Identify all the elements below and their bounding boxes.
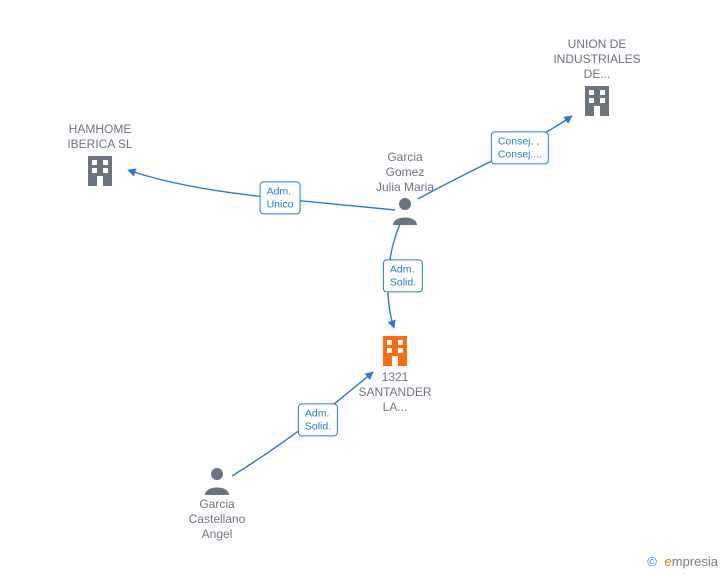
person-icon [390, 195, 420, 225]
node-label: UNION DEINDUSTRIALESDE... [537, 37, 657, 82]
node-union[interactable]: UNION DEINDUSTRIALESDE... [537, 35, 657, 120]
building-icon [377, 332, 413, 368]
edge-label-angel-santander: Adm.Solid. [298, 403, 338, 436]
person-icon [202, 465, 232, 495]
node-santander[interactable]: 1321SANTANDERLA... [335, 332, 455, 415]
node-label: HAMHOMEIBERICA SL [40, 122, 160, 152]
node-hamhome[interactable]: HAMHOMEIBERICA SL [40, 120, 160, 190]
edge-label-julia-hamhome: Adm.Unico [260, 181, 301, 214]
node-label: 1321SANTANDERLA... [335, 370, 455, 415]
node-label: GarciaCastellanoAngel [157, 497, 277, 542]
brand-initial: e [665, 554, 672, 569]
node-angel[interactable]: GarciaCastellanoAngel [157, 465, 277, 542]
edge-label-julia-union: Consej. ,Consej.... [491, 131, 549, 164]
brand-name: mpresia [672, 554, 718, 569]
watermark: © empresia [647, 554, 718, 569]
copyright-symbol: © [647, 554, 657, 569]
building-icon [82, 152, 118, 188]
node-julia[interactable]: GarciaGomezJulia Maria [345, 148, 465, 227]
edge-label-julia-santander: Adm.Solid. [383, 259, 423, 292]
node-label: GarciaGomezJulia Maria [345, 150, 465, 195]
building-icon [579, 82, 615, 118]
